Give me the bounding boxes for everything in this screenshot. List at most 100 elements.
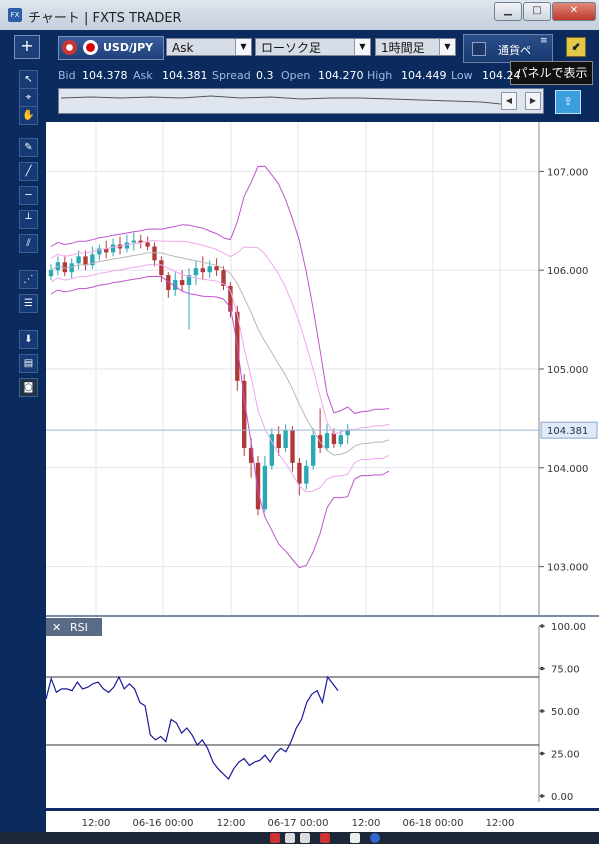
tray-icon: [320, 833, 330, 843]
candle-body: [173, 280, 178, 290]
time-axis-label: 12:00: [82, 818, 111, 829]
candle-body: [207, 266, 212, 273]
bollinger-band-lower-1: [50, 264, 390, 493]
tray-icon: [300, 833, 310, 843]
time-axis-label: 12:00: [217, 818, 246, 829]
bid-value: 104.378: [82, 69, 128, 82]
candle-body: [283, 430, 288, 449]
pointer-icon[interactable]: ↖: [19, 70, 38, 89]
download-icon[interactable]: ⬇: [19, 330, 38, 349]
candle-body: [290, 430, 295, 463]
time-axis-svg: 12:00 06-16 00:00 12:00 06-17 00:00 12:00 06-…: [82, 818, 515, 829]
bollinger-band-upper-2: [50, 165, 390, 414]
hand-icon[interactable]: ✋: [19, 106, 38, 125]
us-flag-icon: [62, 40, 77, 55]
fibonacci-icon[interactable]: ☰: [19, 294, 38, 313]
channel-icon[interactable]: ⫽: [19, 234, 38, 253]
candle-body: [83, 256, 88, 266]
rsi-close-icon: ✕: [52, 621, 61, 634]
time-axis-label: 12:00: [352, 818, 381, 829]
candle-body: [276, 434, 281, 449]
current-price-tag: [540, 421, 598, 439]
window-title-bar: FX チャート | FXTS TRADER ▁ □ ✕: [0, 0, 599, 31]
current-price-label: 104.381: [547, 426, 588, 437]
candle-body: [324, 433, 330, 449]
fan-icon[interactable]: ⋰: [19, 270, 38, 289]
rsi-badge: [46, 618, 102, 636]
close-button[interactable]: ✕: [552, 2, 596, 21]
price-axis-label: 103.000: [547, 563, 588, 574]
price-axis-label: 104.000: [547, 464, 588, 475]
checkbox-icon: [472, 42, 486, 56]
low-value: 104.24: [482, 69, 521, 82]
candle-body: [166, 275, 171, 290]
tray-icon: [270, 833, 280, 843]
add-chart-button[interactable]: +: [14, 35, 40, 59]
price-side-select[interactable]: Ask ▼: [166, 38, 252, 56]
timeframe-select[interactable]: 1時間足 ▼: [375, 38, 456, 56]
window-title: チャート | FXTS TRADER: [28, 11, 182, 26]
rsi-axis-label: 100.00: [551, 622, 586, 633]
time-axis-label: 12:00: [486, 818, 515, 829]
maximize-button[interactable]: □: [523, 2, 551, 21]
rsi-axis-label: 0.00: [551, 792, 573, 803]
candle-body: [62, 262, 67, 273]
chart-area[interactable]: 107.000 106.000 105.000 104.000 103.000 104.3…: [45, 122, 599, 832]
candle-body: [186, 275, 192, 286]
candle-body: [90, 254, 95, 266]
chart-type-value: ローソク足: [261, 41, 322, 55]
quote-bar: Bid 104.378 Ask 104.381 Spread 0.3 Open …: [46, 66, 599, 86]
scroll-left-icon[interactable]: ◀: [501, 92, 517, 110]
candle-body: [138, 240, 143, 243]
candle-body: [228, 286, 233, 312]
price-side-value: Ask: [172, 41, 194, 55]
candle-body: [297, 462, 302, 484]
panel-button-label: 通貨ペ: [498, 44, 531, 57]
candle-body: [345, 430, 350, 436]
share-icon[interactable]: ⇪: [555, 90, 581, 114]
candle-body: [131, 240, 136, 243]
chart-navigator[interactable]: ◀ ▶: [58, 88, 544, 114]
taskbar: [0, 832, 599, 844]
symbol-selector[interactable]: USD/JPY: [58, 36, 164, 60]
timeframe-value: 1時間足: [381, 41, 425, 55]
moving-average-line: [50, 252, 390, 456]
chevron-down-icon: ▼: [439, 39, 455, 55]
vertical-line-icon[interactable]: ┴: [19, 210, 38, 229]
time-axis: 12:00 06-16 00:00 12:00 06-17 00:00 12:00 06-…: [46, 808, 599, 835]
trendline-icon[interactable]: ╱: [19, 162, 38, 181]
open-value: 104.270: [318, 69, 364, 82]
candle-body: [124, 242, 130, 249]
candle-body: [242, 380, 247, 449]
candle-body: [152, 246, 157, 261]
candle-body: [338, 435, 343, 445]
candle-body: [248, 448, 254, 463]
panel-button[interactable]: 通貨ペ ≡: [463, 34, 553, 63]
bollinger-band-lower-2: [50, 275, 390, 569]
help-icon: [370, 833, 380, 843]
rsi-title: RSI: [70, 621, 88, 634]
list-icon[interactable]: ▤: [19, 354, 38, 373]
tray-icon: [350, 833, 360, 843]
candle-body: [76, 256, 81, 264]
scroll-right-icon[interactable]: ▶: [525, 92, 541, 110]
rsi-axis-label: 25.00: [551, 750, 580, 761]
candle-body: [214, 266, 219, 271]
rsi-axis-label: 50.00: [551, 707, 580, 718]
candle-body: [255, 462, 261, 510]
candle-body: [200, 268, 205, 273]
crosshair-pointer-icon[interactable]: ⌖: [19, 88, 38, 107]
horizontal-line-icon[interactable]: ─: [19, 186, 38, 205]
minimize-button[interactable]: ▁: [494, 2, 522, 21]
pencil-icon[interactable]: ✎: [19, 138, 38, 157]
chart-type-select[interactable]: ローソク足 ▼: [255, 38, 371, 56]
ask-label: Ask: [133, 69, 153, 82]
open-label: Open: [281, 69, 311, 82]
undock-icon[interactable]: ⬋: [566, 37, 586, 57]
camera-icon[interactable]: ◙: [19, 378, 38, 397]
candle-body: [331, 433, 337, 445]
spread-value: 0.3: [256, 69, 274, 82]
high-value: 104.449: [401, 69, 447, 82]
candle-body: [179, 280, 185, 286]
tray-icon: [285, 833, 295, 843]
